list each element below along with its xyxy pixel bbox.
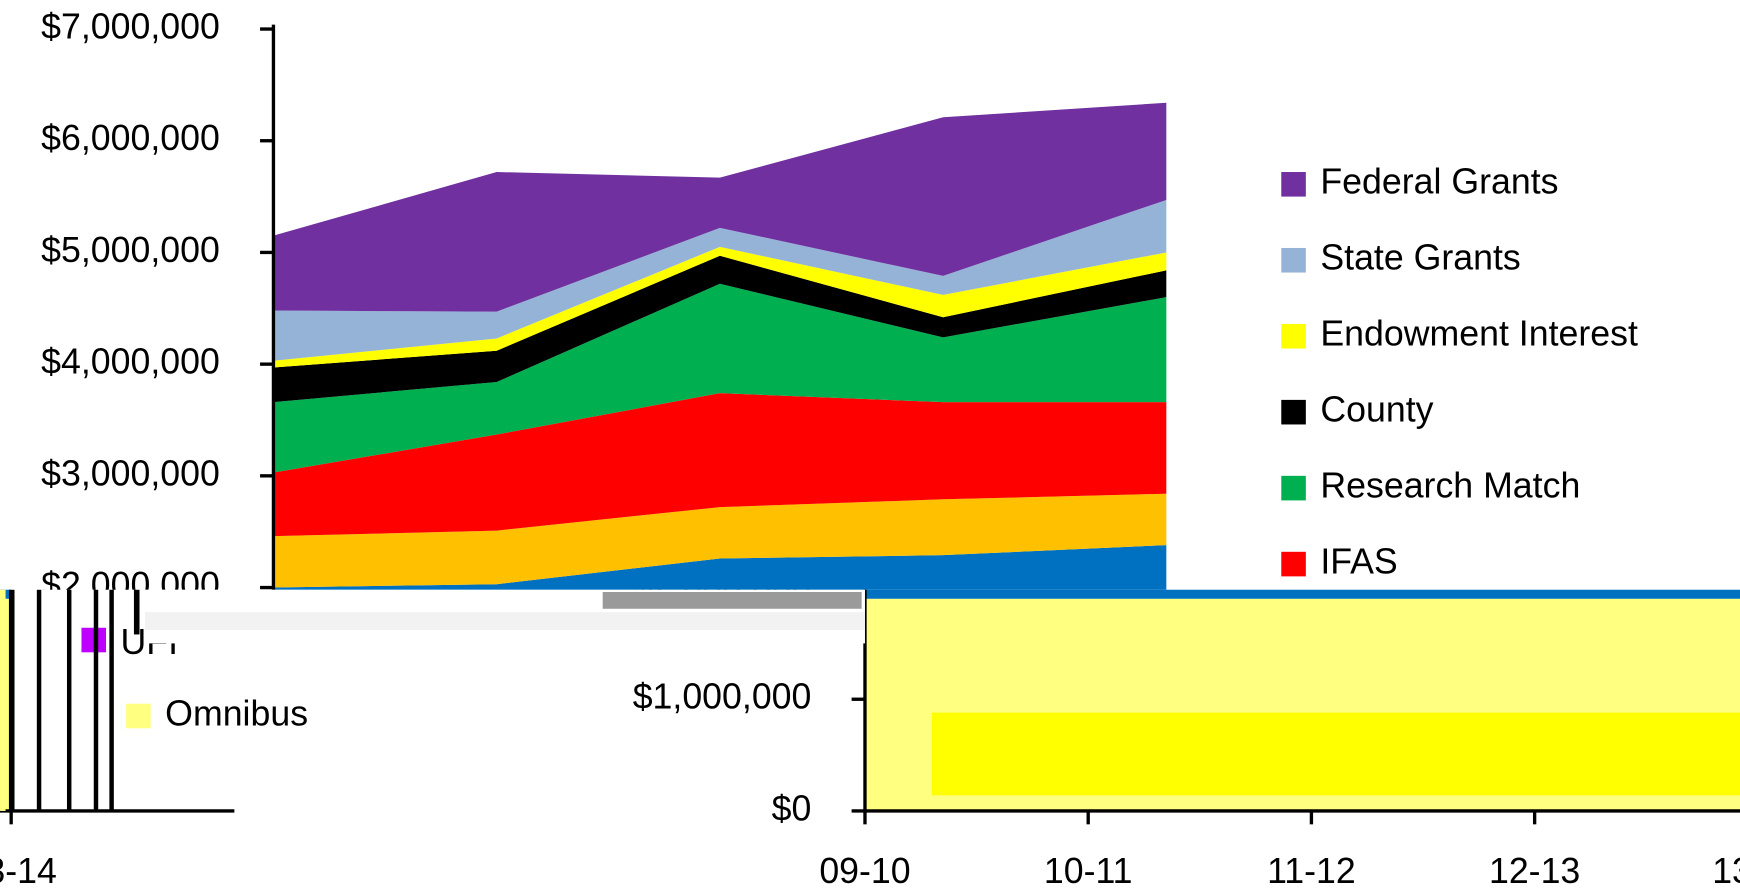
- y-tick-label: $1,000,000: [633, 677, 812, 717]
- legend-swatch: [1281, 172, 1306, 197]
- glitch-block: [145, 612, 865, 630]
- glitch-line: [93, 589, 99, 811]
- area-series: [273, 102, 1167, 312]
- x-tick-label: 13-14: [1712, 851, 1740, 888]
- legend-label: County: [1320, 390, 1433, 430]
- area-series: [0, 494, 11, 588]
- legend-swatch: [126, 172, 151, 197]
- area-series: [273, 393, 1167, 537]
- area-series: [273, 255, 1167, 403]
- glitch-block: [931, 712, 1740, 796]
- glitch-block: [0, 589, 6, 811]
- y-tick-label: $3,000,000: [41, 453, 220, 493]
- legend-label: State Grants: [1320, 238, 1520, 278]
- y-tick-label: $0: [180, 788, 220, 828]
- x-tick-label: 13-14: [1121, 851, 1212, 888]
- y-tick-label: $7,000,000: [41, 6, 220, 46]
- x-tick-label: 11-12: [676, 851, 765, 888]
- y-tick-label: $6,000,000: [633, 118, 812, 158]
- area-series: [864, 589, 1740, 599]
- area-series: [273, 493, 1167, 588]
- x-tick-label: 12-13: [897, 851, 988, 888]
- area-series: [0, 103, 11, 312]
- area-series: [0, 393, 11, 536]
- glitch-line: [133, 589, 140, 635]
- x-tick-label: 12-13: [1489, 851, 1580, 888]
- x-tick-label: 10-11: [452, 851, 541, 888]
- legend-label: County: [165, 390, 278, 430]
- glitch-line: [8, 589, 15, 811]
- legend-label: Federal Grants: [165, 162, 403, 202]
- render-glitch: [0, 589, 1740, 811]
- area-series: [0, 247, 11, 368]
- legend-swatch: [1281, 247, 1306, 273]
- glitch-line: [66, 589, 72, 811]
- area-series: [0, 256, 11, 402]
- area-series: [0, 284, 11, 473]
- y-tick-label: $6,000,000: [41, 118, 220, 158]
- legend-label: Federal Grants: [1320, 162, 1558, 202]
- y-tick-label: $0: [772, 788, 812, 828]
- legend-label: IFAS: [1320, 542, 1397, 582]
- legend-label: Research Match: [1320, 466, 1580, 506]
- scene: $0 $1,000,000 $2,000,000 $3,000,000 $4,000,0…: [0, 6, 1740, 888]
- area-series: [0, 200, 11, 361]
- area-series: [273, 545, 1167, 590]
- legend-label: Endowment Interest: [1320, 314, 1638, 354]
- area-series: [273, 246, 1167, 368]
- legend-swatch: [1281, 323, 1306, 349]
- legend-swatch: [1281, 475, 1306, 501]
- x-tick-label: 11-12: [1267, 851, 1356, 888]
- x-tick-label: 13-14: [0, 851, 57, 888]
- y-tick-label: $7,000,000: [633, 6, 812, 46]
- glitch-line: [36, 589, 42, 811]
- glitch-block: [602, 592, 862, 609]
- x-tick-label: 10-11: [1044, 851, 1133, 888]
- legend-label: Omnibus: [165, 693, 308, 733]
- area-series: [273, 283, 1167, 473]
- x-tick-label: 09-10: [819, 851, 910, 888]
- x-tick-label: 09-10: [228, 851, 319, 888]
- y-tick-label: $5,000,000: [41, 230, 220, 270]
- top-slice: $0 $1,000,000 $2,000,000 $3,000,000 $4,000,0…: [41, 6, 1638, 888]
- chart-copy: $0 $1,000,000 $2,000,000 $3,000,000 $4,000,0…: [41, 6, 1638, 888]
- y-tick-label: $4,000,000: [41, 342, 220, 382]
- legend-swatch: [126, 703, 151, 729]
- y-tick-label: $2,000,000: [41, 565, 220, 605]
- glitch-line: [109, 589, 114, 811]
- area-series: [273, 199, 1167, 361]
- legend-swatch: [126, 400, 151, 425]
- legend-swatch: [1281, 551, 1306, 577]
- legend-swatch: [1281, 399, 1306, 425]
